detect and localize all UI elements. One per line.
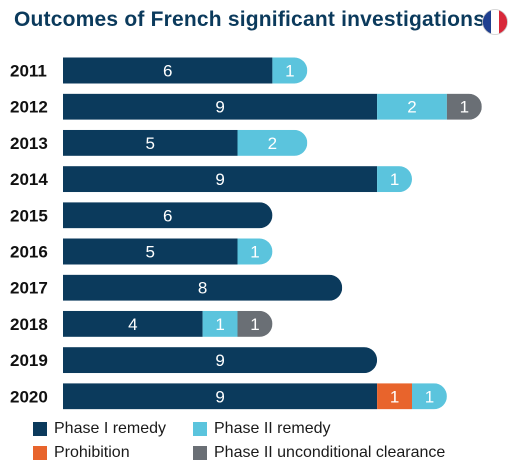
bar-2015-phase-i-remedy	[63, 202, 273, 229]
legend-item-phase-ii-remedy: Phase II remedy	[193, 420, 331, 438]
value-label-2013-phase-i-remedy: 5	[146, 134, 155, 153]
bar-2014-phase-i-remedy	[63, 166, 378, 193]
value-label-2012-phase-ii-remedy: 2	[407, 98, 416, 117]
bar-row-2020: 9 1 1	[63, 383, 447, 410]
bar-2014-phase-ii-remedy	[377, 166, 412, 193]
value-label-2016-phase-ii-remedy: 1	[250, 243, 259, 262]
legend-label-phase-i-remedy: Phase I remedy	[54, 420, 167, 437]
bar-2016-phase-i-remedy	[63, 238, 238, 265]
bar-2012-phase-i-remedy	[63, 93, 378, 120]
bar-2018-phase-ii-remedy	[202, 310, 238, 337]
year-label-2012: 2012	[10, 98, 48, 117]
bar-2013-phase-i-remedy	[63, 129, 238, 156]
value-label-2012-phase-ii-unconditional-clearance: 1	[460, 98, 469, 117]
bar-2012-phase-ii-remedy	[377, 93, 447, 120]
year-label-2014: 2014	[10, 170, 48, 189]
bar-row-2018: 4 1 1	[63, 310, 273, 337]
year-label-2018: 2018	[10, 315, 48, 334]
bar-2011-phase-ii-remedy	[272, 57, 308, 84]
legend-swatch-phase-ii-remedy	[193, 422, 207, 436]
legend-swatch-prohibition	[33, 446, 47, 460]
year-label-2017: 2017	[10, 279, 48, 298]
value-label-2017-phase-i-remedy: 8	[198, 279, 207, 298]
value-label-2018-phase-ii-unconditional-clearance: 1	[250, 315, 259, 334]
value-label-2018-phase-i-remedy: 4	[128, 315, 137, 334]
value-label-2014-phase-ii-remedy: 1	[390, 170, 399, 189]
value-label-2011-phase-i-remedy: 6	[163, 62, 172, 81]
bar-row-2012: 9 2 1	[63, 93, 482, 120]
year-label-2011: 2011	[10, 62, 47, 81]
bar-2020-phase-ii-remedy	[412, 383, 447, 410]
legend-swatch-phase-ii-unconditional-clearance	[193, 446, 207, 460]
legend-label-phase-ii-unconditional-clearance: Phase II unconditional clearance	[214, 444, 446, 461]
bar-row-2019: 9	[63, 347, 378, 374]
legend-swatch-phase-i-remedy	[33, 422, 47, 436]
bar-2018-phase-i-remedy	[63, 310, 203, 337]
france-flag-icon	[482, 9, 508, 35]
year-label-2019: 2019	[10, 351, 48, 370]
value-label-2014-phase-i-remedy: 9	[215, 170, 224, 189]
year-label-2015: 2015	[10, 206, 48, 225]
bar-2017-phase-i-remedy	[63, 274, 343, 301]
page-title: Outcomes of French significant investiga…	[14, 8, 486, 31]
value-label-2020-prohibition: 1	[390, 387, 399, 406]
bar-2013-phase-ii-remedy	[237, 129, 308, 156]
year-label-2016: 2016	[10, 243, 48, 262]
value-label-2012-phase-i-remedy: 9	[215, 98, 224, 117]
bar-row-2017: 8	[63, 274, 343, 301]
legend-item-prohibition: Prohibition	[33, 444, 130, 462]
value-label-2020-phase-ii-remedy: 1	[425, 387, 434, 406]
bar-2020-prohibition	[377, 383, 412, 410]
legend-label-phase-ii-remedy: Phase II remedy	[214, 420, 331, 437]
bar-2020-phase-i-remedy	[63, 383, 378, 410]
value-label-2019-phase-i-remedy: 9	[215, 351, 224, 370]
value-label-2013-phase-ii-remedy: 2	[268, 134, 277, 153]
value-label-2018-phase-ii-remedy: 1	[215, 315, 224, 334]
bar-2016-phase-ii-remedy	[237, 238, 273, 265]
bar-2011-phase-i-remedy	[63, 57, 273, 84]
bar-2018-phase-ii-unconditional-clearance	[237, 310, 273, 337]
value-label-2016-phase-i-remedy: 5	[146, 243, 155, 262]
bar-2012-phase-ii-unconditional-clearance	[446, 93, 482, 120]
legend-item-phase-ii-unconditional-clearance: Phase II unconditional clearance	[193, 444, 445, 462]
value-label-2011-phase-ii-remedy: 1	[285, 62, 294, 81]
value-label-2015-phase-i-remedy: 6	[163, 206, 172, 225]
year-label-2020: 2020	[10, 387, 48, 406]
legend-item-phase-i-remedy: Phase I remedy	[33, 420, 166, 438]
value-label-2020-phase-i-remedy: 9	[215, 387, 224, 406]
legend-label-prohibition: Prohibition	[54, 444, 130, 461]
year-label-2013: 2013	[10, 134, 48, 153]
bar-2019-phase-i-remedy	[63, 347, 378, 374]
bar-row-2015: 6	[63, 202, 273, 229]
